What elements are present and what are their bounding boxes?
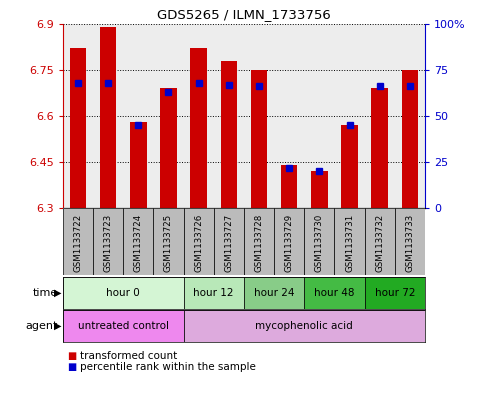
Bar: [304, 277, 365, 309]
Bar: [123, 24, 154, 208]
Bar: [395, 24, 425, 208]
Text: agent: agent: [26, 321, 58, 331]
Bar: [304, 208, 334, 275]
Bar: [184, 24, 213, 208]
Bar: [93, 24, 123, 208]
Text: untreated control: untreated control: [78, 321, 169, 331]
Bar: [244, 24, 274, 208]
Text: GSM1133730: GSM1133730: [315, 214, 324, 272]
Text: GSM1133732: GSM1133732: [375, 214, 384, 272]
Text: time: time: [33, 288, 58, 298]
Bar: [365, 277, 425, 309]
Text: GSM1133729: GSM1133729: [284, 214, 294, 272]
Text: GSM1133722: GSM1133722: [73, 214, 83, 272]
Text: GSM1133725: GSM1133725: [164, 214, 173, 272]
Text: percentile rank within the sample: percentile rank within the sample: [80, 362, 256, 373]
Text: mycophenolic acid: mycophenolic acid: [256, 321, 353, 331]
Bar: [213, 24, 244, 208]
Bar: [274, 24, 304, 208]
Bar: [304, 24, 334, 208]
Bar: [184, 277, 244, 309]
Bar: [402, 70, 418, 208]
Bar: [365, 24, 395, 208]
Bar: [371, 88, 388, 208]
Text: GSM1133728: GSM1133728: [255, 214, 264, 272]
Bar: [63, 277, 184, 309]
Text: GSM1133733: GSM1133733: [405, 214, 414, 272]
Bar: [160, 88, 177, 208]
Bar: [334, 24, 365, 208]
Bar: [123, 208, 154, 275]
Text: ▶: ▶: [54, 321, 61, 331]
Title: GDS5265 / ILMN_1733756: GDS5265 / ILMN_1733756: [157, 8, 331, 21]
Bar: [100, 27, 116, 208]
Bar: [154, 24, 184, 208]
Bar: [130, 122, 146, 208]
Text: GSM1133731: GSM1133731: [345, 214, 354, 272]
Bar: [70, 48, 86, 208]
Text: GSM1133727: GSM1133727: [224, 214, 233, 272]
Bar: [63, 24, 93, 208]
Text: hour 12: hour 12: [194, 288, 234, 298]
Text: transformed count: transformed count: [80, 351, 177, 361]
Bar: [63, 208, 93, 275]
Text: hour 24: hour 24: [254, 288, 294, 298]
Text: ■: ■: [68, 351, 77, 361]
Text: ▶: ▶: [54, 288, 61, 298]
Bar: [63, 310, 184, 342]
Bar: [395, 208, 425, 275]
Bar: [281, 165, 298, 208]
Bar: [251, 70, 267, 208]
Bar: [184, 310, 425, 342]
Text: GSM1133726: GSM1133726: [194, 214, 203, 272]
Bar: [190, 48, 207, 208]
Bar: [274, 208, 304, 275]
Bar: [244, 277, 304, 309]
Bar: [244, 208, 274, 275]
Text: GSM1133723: GSM1133723: [103, 214, 113, 272]
Text: GSM1133724: GSM1133724: [134, 214, 143, 272]
Bar: [221, 61, 237, 208]
Bar: [213, 208, 244, 275]
Text: hour 0: hour 0: [106, 288, 140, 298]
Bar: [365, 208, 395, 275]
Bar: [154, 208, 184, 275]
Bar: [184, 208, 213, 275]
Text: ■: ■: [68, 362, 77, 373]
Bar: [93, 208, 123, 275]
Text: hour 48: hour 48: [314, 288, 355, 298]
Bar: [341, 125, 358, 208]
Text: hour 72: hour 72: [375, 288, 415, 298]
Bar: [334, 208, 365, 275]
Bar: [311, 171, 327, 208]
